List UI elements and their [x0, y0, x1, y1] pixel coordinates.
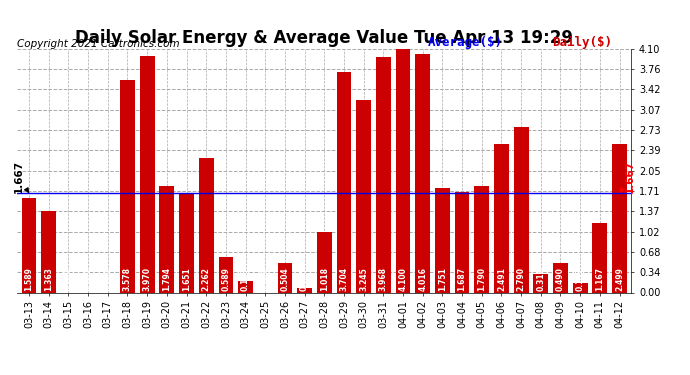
Text: 1.363: 1.363: [44, 267, 53, 291]
Text: 0.000: 0.000: [104, 267, 112, 291]
Text: 0.075: 0.075: [300, 267, 309, 291]
Bar: [41, 211, 56, 292]
Bar: [553, 263, 568, 292]
Bar: [415, 54, 430, 292]
Bar: [573, 283, 588, 292]
Bar: [120, 80, 135, 292]
Text: 3.970: 3.970: [143, 267, 152, 291]
Text: 0.000: 0.000: [64, 267, 73, 291]
Text: 2.499: 2.499: [615, 267, 624, 291]
Text: 1.651: 1.651: [182, 267, 191, 291]
Bar: [435, 188, 450, 292]
Bar: [140, 57, 155, 292]
Bar: [593, 223, 607, 292]
Bar: [376, 57, 391, 292]
Text: 0.000: 0.000: [83, 267, 92, 291]
Bar: [455, 192, 469, 292]
Text: 2.262: 2.262: [201, 267, 210, 291]
Text: 2.491: 2.491: [497, 267, 506, 291]
Text: 1.751: 1.751: [438, 267, 447, 291]
Bar: [395, 49, 411, 292]
Text: 1.790: 1.790: [477, 267, 486, 291]
Text: 1.589: 1.589: [25, 267, 34, 291]
Text: 0.589: 0.589: [221, 267, 230, 291]
Text: 3.578: 3.578: [123, 267, 132, 291]
Text: 1.794: 1.794: [162, 267, 171, 291]
Text: 3.245: 3.245: [359, 267, 368, 291]
Bar: [199, 158, 214, 292]
Text: 1.687: 1.687: [457, 267, 466, 291]
Bar: [475, 186, 489, 292]
Bar: [21, 198, 37, 292]
Text: Daily($): Daily($): [552, 36, 612, 49]
Bar: [356, 100, 371, 292]
Text: 0.504: 0.504: [280, 267, 289, 291]
Bar: [494, 144, 509, 292]
Text: Average($): Average($): [428, 36, 503, 49]
Text: 0.157: 0.157: [575, 267, 584, 291]
Bar: [179, 194, 194, 292]
Bar: [238, 281, 253, 292]
Title: Daily Solar Energy & Average Value Tue Apr 13 19:29: Daily Solar Energy & Average Value Tue A…: [75, 29, 573, 47]
Text: 4.016: 4.016: [418, 267, 427, 291]
Text: 3.704: 3.704: [339, 267, 348, 291]
Bar: [277, 262, 293, 292]
Text: 1.167: 1.167: [595, 267, 604, 291]
Bar: [219, 258, 233, 292]
Text: 3.968: 3.968: [379, 267, 388, 291]
Bar: [612, 144, 627, 292]
Bar: [337, 72, 351, 292]
Bar: [514, 127, 529, 292]
Text: 0.193: 0.193: [241, 267, 250, 291]
Text: 0.490: 0.490: [556, 267, 565, 291]
Text: 1.667: 1.667: [620, 160, 634, 194]
Bar: [297, 288, 312, 292]
Text: 4.100: 4.100: [399, 267, 408, 291]
Text: 0.316: 0.316: [536, 267, 545, 291]
Text: 2.790: 2.790: [517, 267, 526, 291]
Text: 1.667: 1.667: [14, 160, 28, 194]
Text: 0.000: 0.000: [261, 267, 270, 291]
Text: 1.018: 1.018: [319, 267, 329, 291]
Bar: [317, 232, 332, 292]
Text: Copyright 2021 Cartronics.com: Copyright 2021 Cartronics.com: [17, 39, 180, 50]
Bar: [533, 274, 548, 292]
Bar: [159, 186, 174, 292]
